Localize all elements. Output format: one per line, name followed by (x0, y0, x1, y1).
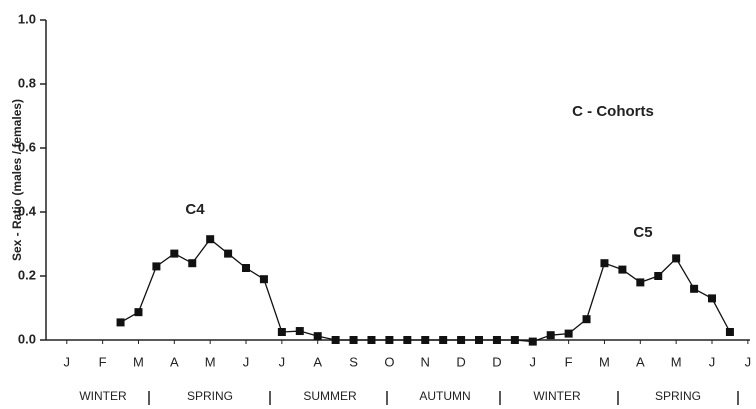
y-tick-label: 1.0 (18, 11, 36, 26)
season-label: SUMMER (303, 389, 357, 403)
point (385, 336, 394, 344)
point (510, 336, 519, 344)
x-tick-label: N (421, 354, 430, 369)
point (690, 284, 699, 293)
point (600, 259, 609, 268)
point (636, 278, 645, 287)
y-tick-label: 0.4 (18, 203, 37, 218)
x-tick-label: M (205, 354, 216, 369)
x-tick-label: O (384, 354, 394, 369)
y-tick-label: 0.0 (18, 331, 36, 346)
point (546, 331, 555, 340)
point (672, 254, 681, 263)
point (654, 272, 663, 280)
point (116, 318, 125, 327)
point (528, 337, 537, 346)
point (331, 336, 340, 344)
annotation: C - Cohorts (572, 103, 654, 120)
x-tick-label: J (709, 354, 716, 369)
point (457, 336, 466, 344)
point (152, 262, 161, 271)
x-tick-label: D (492, 354, 501, 369)
season-label: SPRING (655, 389, 701, 403)
x-tick-label: F (99, 354, 107, 369)
x-tick-label: J (530, 354, 537, 369)
point (618, 265, 627, 274)
y-tick-label: 0.8 (18, 75, 36, 90)
point (725, 328, 734, 336)
x-tick-label: M (671, 354, 682, 369)
point (134, 308, 143, 317)
point (492, 336, 501, 344)
point (242, 264, 251, 272)
point (708, 294, 717, 303)
season-label: AUTUMN (419, 389, 470, 403)
point (349, 336, 358, 344)
x-tick-label: J (64, 354, 71, 369)
point (439, 336, 448, 344)
season-separators (148, 391, 739, 405)
point (582, 315, 591, 324)
point (313, 332, 322, 341)
x-tick-label: M (599, 354, 610, 369)
x-tick-label: S (349, 354, 358, 369)
point (564, 329, 573, 338)
y-tick-label: 0.6 (18, 139, 36, 154)
y-axis-label: Sex - Ratio (males / females) (10, 99, 24, 261)
point (188, 259, 197, 268)
x-tick-label: J (243, 354, 250, 369)
point (367, 336, 376, 344)
annotation: C5 (633, 224, 652, 241)
x-tick-label: M (133, 354, 144, 369)
annotation: C4 (185, 201, 205, 218)
point (206, 235, 215, 244)
point (277, 328, 286, 336)
season-label: WINTER (79, 389, 127, 403)
x-tick-label: J (745, 354, 752, 369)
series-line (120, 238, 731, 343)
x-tick-label: A (313, 354, 322, 369)
point (421, 336, 430, 344)
x-tick-label: A (170, 354, 179, 369)
y-tick-label: 0.2 (18, 267, 36, 282)
x-tick-label: J (279, 354, 286, 369)
point (403, 336, 412, 344)
season-label: WINTER (533, 389, 581, 403)
point (170, 249, 179, 258)
point (475, 336, 484, 344)
x-tick-label: A (636, 354, 645, 369)
point (295, 327, 304, 336)
point (259, 275, 268, 284)
point (224, 249, 233, 258)
x-tick-label: F (565, 354, 573, 369)
x-tick-label: D (456, 354, 465, 369)
season-label: SPRING (187, 389, 233, 403)
